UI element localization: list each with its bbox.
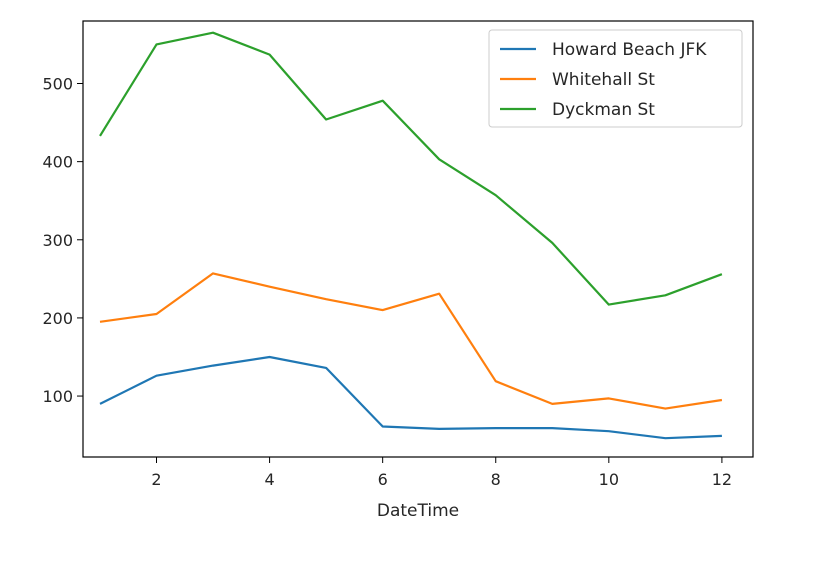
x-axis-label: DateTime: [377, 501, 459, 521]
x-tick-label: 4: [264, 470, 274, 489]
x-axis-ticks: 2 4 6 8 10 12: [151, 457, 732, 489]
legend-label-dyckman-st: Dyckman St: [552, 100, 655, 120]
series-line-whitehall-st: [99, 272, 723, 410]
x-tick-label: 8: [491, 470, 501, 489]
y-tick-label: 200: [42, 309, 73, 328]
x-tick-label: 6: [378, 470, 388, 489]
series-lines: [99, 31, 723, 440]
y-tick-label: 300: [42, 231, 73, 250]
x-tick-label: 2: [151, 470, 161, 489]
legend-label-howard-beach-jfk: Howard Beach JFK: [552, 40, 707, 60]
y-tick-label: 100: [42, 387, 73, 406]
legend-box: [488, 29, 743, 128]
series-line-howard-beach-jfk: [99, 355, 722, 440]
series-line-dyckman-st: [99, 31, 723, 306]
x-tick-label: 10: [599, 470, 619, 489]
y-axis-ticks: 100 200 300 400 500: [42, 75, 83, 406]
legend: Howard Beach JFK Whitehall St Dyckman St: [488, 29, 743, 128]
y-tick-label: 500: [42, 75, 73, 94]
legend-label-whitehall-st: Whitehall St: [552, 70, 655, 90]
x-tick-label: 12: [712, 470, 732, 489]
y-tick-label: 400: [42, 153, 73, 172]
